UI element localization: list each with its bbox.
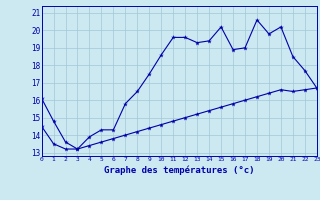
X-axis label: Graphe des températures (°c): Graphe des températures (°c) (104, 165, 254, 175)
